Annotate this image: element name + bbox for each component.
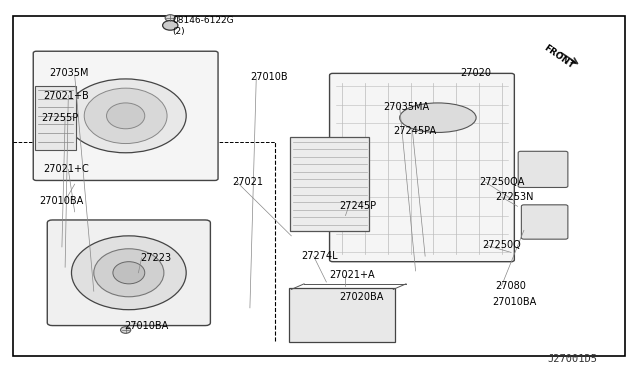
Text: 27021: 27021: [232, 177, 263, 187]
Ellipse shape: [165, 15, 175, 21]
Ellipse shape: [163, 20, 178, 30]
Text: 27250QA: 27250QA: [479, 177, 525, 187]
Text: 27010B: 27010B: [250, 72, 287, 82]
Text: 27245P: 27245P: [339, 201, 376, 211]
Text: 27253N: 27253N: [495, 192, 534, 202]
Ellipse shape: [120, 327, 131, 333]
Text: 27035M: 27035M: [49, 68, 89, 78]
Ellipse shape: [94, 249, 164, 297]
Ellipse shape: [65, 79, 186, 153]
Text: 27250Q: 27250Q: [483, 240, 521, 250]
Ellipse shape: [106, 103, 145, 129]
Text: 27245PA: 27245PA: [394, 126, 436, 136]
Text: 27010BA: 27010BA: [40, 196, 84, 206]
Text: 27255P: 27255P: [42, 113, 79, 123]
Text: 08146-6122G
(2): 08146-6122G (2): [172, 16, 234, 36]
FancyBboxPatch shape: [330, 73, 515, 262]
Ellipse shape: [72, 236, 186, 310]
Ellipse shape: [84, 88, 167, 144]
Text: FRONT: FRONT: [542, 43, 576, 70]
Text: 27020: 27020: [460, 68, 491, 78]
Text: 27021+C: 27021+C: [43, 164, 88, 174]
FancyBboxPatch shape: [289, 288, 395, 342]
FancyBboxPatch shape: [35, 86, 76, 150]
Text: 27080: 27080: [495, 281, 526, 291]
Text: 27274L: 27274L: [301, 251, 337, 261]
Ellipse shape: [113, 262, 145, 284]
Text: 27021+A: 27021+A: [330, 270, 375, 280]
FancyBboxPatch shape: [522, 205, 568, 239]
FancyBboxPatch shape: [47, 220, 211, 326]
Text: 27035MA: 27035MA: [384, 102, 430, 112]
Text: 27010BA: 27010BA: [124, 321, 168, 331]
Text: 27021+B: 27021+B: [43, 90, 88, 100]
Ellipse shape: [399, 103, 476, 132]
FancyBboxPatch shape: [290, 137, 369, 231]
Text: 27010BA: 27010BA: [492, 297, 536, 307]
Text: 27020BA: 27020BA: [339, 292, 383, 302]
FancyBboxPatch shape: [518, 151, 568, 187]
FancyBboxPatch shape: [33, 51, 218, 180]
Text: 27223: 27223: [140, 253, 172, 263]
Text: J27001D5: J27001D5: [547, 354, 597, 364]
